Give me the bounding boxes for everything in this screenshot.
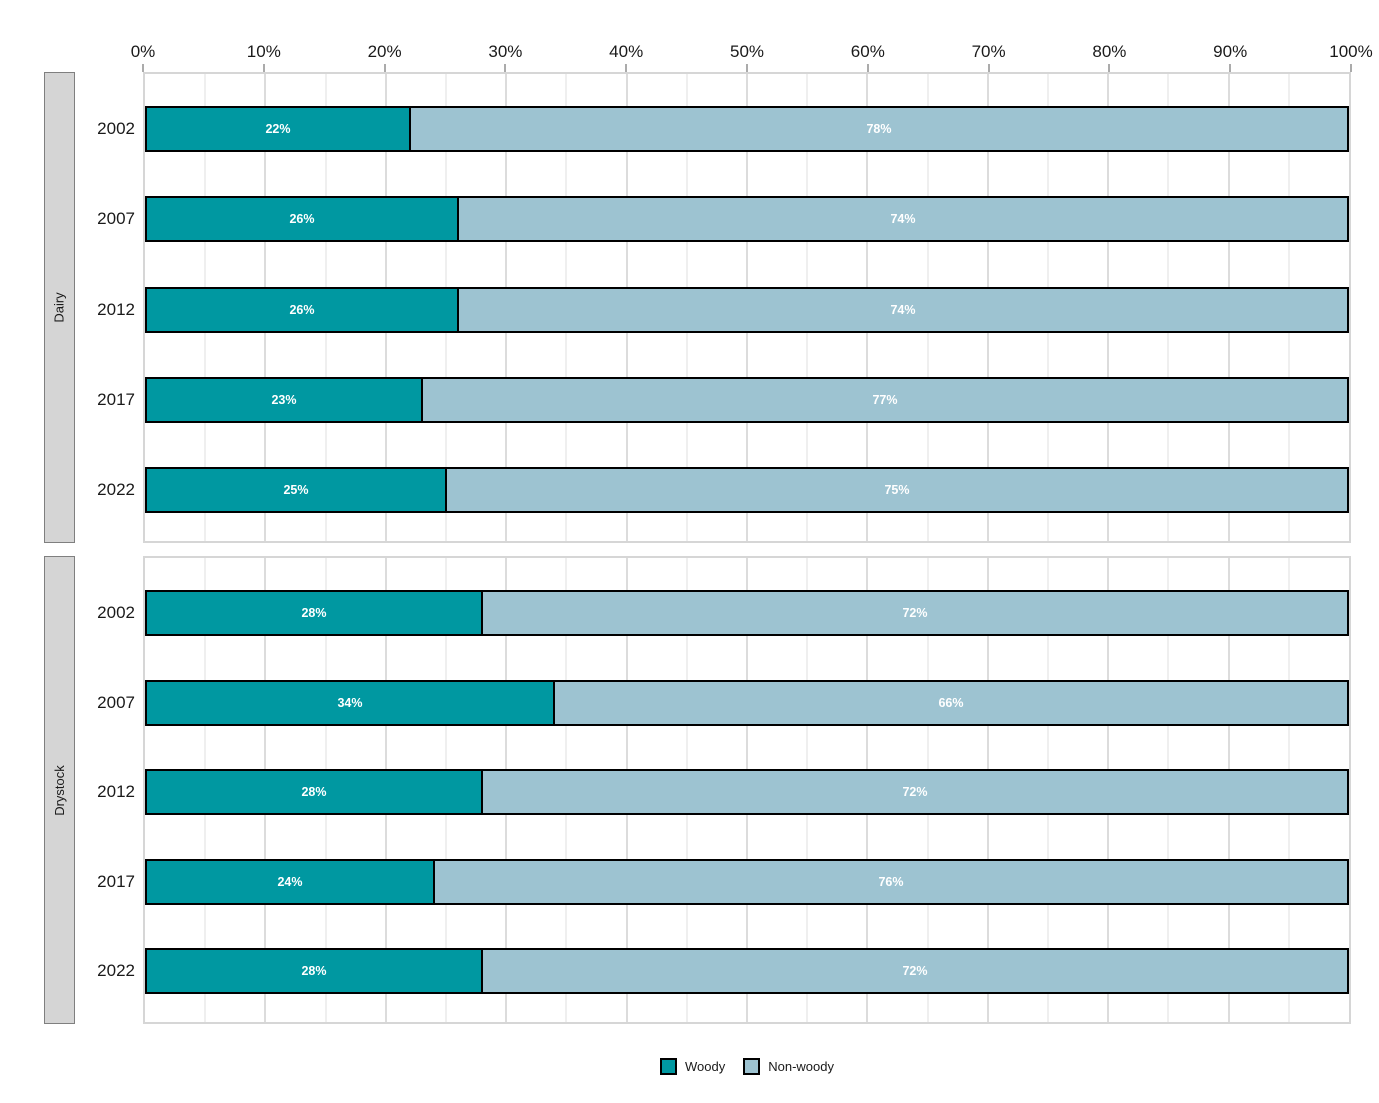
x-axis-tick-label: 80% bbox=[1092, 42, 1127, 61]
x-axis-tick-mark bbox=[383, 64, 386, 72]
segment-nonwoody: 72% bbox=[483, 950, 1347, 992]
facet-strip-dairy: Dairy bbox=[44, 72, 75, 543]
legend-swatch-icon bbox=[743, 1057, 761, 1075]
bar-drystock-2007: 34% 66% bbox=[145, 680, 1349, 726]
segment-nonwoody: 75% bbox=[447, 469, 1347, 511]
legend-item-woody: Woody bbox=[660, 1057, 726, 1075]
year-label: 2007 bbox=[97, 693, 135, 712]
segment-woody-label: 23% bbox=[271, 393, 297, 407]
segment-woody-label: 26% bbox=[289, 303, 315, 317]
bar-dairy-2007: 26% 74% bbox=[145, 196, 1349, 242]
segment-nonwoody-label: 77% bbox=[872, 393, 898, 407]
segment-nonwoody-label: 75% bbox=[884, 483, 910, 497]
segment-nonwoody-label: 72% bbox=[902, 606, 928, 620]
x-axis-tick-mark bbox=[1108, 64, 1111, 72]
bar-drystock-2022: 28% 72% bbox=[145, 948, 1349, 994]
segment-woody: 24% bbox=[147, 861, 435, 903]
legend: Woody Non-woody bbox=[143, 1050, 1351, 1082]
year-label: 2022 bbox=[97, 961, 135, 980]
facet-strip-drystock: Drystock bbox=[44, 556, 75, 1024]
segment-woody-label: 28% bbox=[301, 606, 327, 620]
segment-nonwoody-label: 74% bbox=[890, 212, 916, 226]
x-axis-tick-label: 70% bbox=[971, 42, 1006, 61]
segment-nonwoody: 72% bbox=[483, 592, 1347, 634]
segment-woody: 28% bbox=[147, 771, 483, 813]
year-label: 2002 bbox=[97, 119, 135, 138]
x-axis-tick-label: 100% bbox=[1329, 42, 1373, 61]
segment-woody-label: 24% bbox=[277, 875, 303, 889]
segment-nonwoody-label: 74% bbox=[890, 303, 916, 317]
x-axis-tick-label: 0% bbox=[130, 42, 156, 61]
x-axis-tick-mark bbox=[625, 64, 628, 72]
year-label: 2022 bbox=[97, 480, 135, 499]
segment-woody-label: 28% bbox=[301, 964, 327, 978]
segment-nonwoody: 76% bbox=[435, 861, 1347, 903]
year-label: 2012 bbox=[97, 782, 135, 801]
segment-nonwoody: 74% bbox=[459, 289, 1347, 331]
panel-dairy: 2002 22% 78% 2007 26% 74% 2012 26% 74% 2017 23% 77%… bbox=[97, 72, 1351, 543]
segment-nonwoody-label: 72% bbox=[902, 964, 928, 978]
bar-dairy-2002: 22% 78% bbox=[145, 106, 1349, 152]
segment-nonwoody: 77% bbox=[423, 379, 1347, 421]
segment-nonwoody: 78% bbox=[411, 108, 1347, 150]
segment-woody: 25% bbox=[147, 469, 447, 511]
bar-dairy-2022: 25% 75% bbox=[145, 467, 1349, 513]
segment-woody: 26% bbox=[147, 198, 459, 240]
segment-nonwoody-label: 66% bbox=[938, 696, 964, 710]
segment-woody-label: 25% bbox=[283, 483, 309, 497]
segment-woody: 26% bbox=[147, 289, 459, 331]
legend-item-non-woody: Non-woody bbox=[743, 1057, 834, 1075]
year-label: 2017 bbox=[97, 872, 135, 891]
x-axis: 0% 10% 20% 30% 40% 50% 60% 70% 80% 90% 100% bbox=[131, 42, 1373, 72]
segment-woody-label: 26% bbox=[289, 212, 315, 226]
year-label: 2017 bbox=[97, 390, 135, 409]
segment-woody-label: 22% bbox=[265, 122, 291, 136]
segment-nonwoody-label: 78% bbox=[866, 122, 892, 136]
legend-swatch-icon bbox=[660, 1057, 677, 1075]
legend-label: Non-woody bbox=[768, 1058, 834, 1074]
x-axis-tick-mark bbox=[142, 64, 144, 72]
year-label: 2007 bbox=[97, 209, 135, 228]
segment-woody: 23% bbox=[147, 379, 423, 421]
bar-dairy-2017: 23% 77% bbox=[145, 377, 1349, 423]
x-axis-tick-mark bbox=[866, 64, 869, 72]
segment-woody: 28% bbox=[147, 950, 483, 992]
x-axis-tick-label: 60% bbox=[850, 42, 885, 61]
x-axis-tick-label: 10% bbox=[246, 42, 281, 61]
panel-drystock: 2002 28% 72% 2007 34% 66% 2012 28% 72% 2017 24% 76%… bbox=[97, 556, 1351, 1024]
segment-woody: 22% bbox=[147, 108, 411, 150]
x-axis-tick-label: 50% bbox=[729, 42, 765, 61]
bar-drystock-2002: 28% 72% bbox=[145, 590, 1349, 636]
x-axis-tick-label: 90% bbox=[1213, 42, 1248, 61]
x-axis-tick-label: 20% bbox=[367, 42, 402, 61]
x-axis-tick-mark bbox=[746, 64, 748, 72]
year-label: 2012 bbox=[97, 300, 135, 319]
bar-dairy-2012: 26% 74% bbox=[145, 287, 1349, 333]
segment-woody: 34% bbox=[147, 682, 555, 724]
x-axis-tick-mark bbox=[1350, 64, 1352, 72]
x-axis-tick-label: 40% bbox=[609, 42, 644, 61]
segment-woody-label: 34% bbox=[337, 696, 363, 710]
segment-nonwoody: 72% bbox=[483, 771, 1347, 813]
x-axis-tick-label: 30% bbox=[488, 42, 523, 61]
segment-woody: 28% bbox=[147, 592, 483, 634]
x-axis-tick-mark bbox=[987, 64, 990, 72]
segment-nonwoody-label: 72% bbox=[902, 785, 928, 799]
segment-woody-label: 28% bbox=[301, 785, 327, 799]
bar-drystock-2012: 28% 72% bbox=[145, 769, 1349, 815]
year-label: 2002 bbox=[97, 603, 135, 622]
segment-nonwoody: 66% bbox=[555, 682, 1347, 724]
x-axis-tick-mark bbox=[262, 64, 265, 72]
x-axis-tick-mark bbox=[1229, 64, 1232, 72]
segment-nonwoody-label: 76% bbox=[878, 875, 904, 889]
x-axis-tick-mark bbox=[504, 64, 507, 72]
legend-label: Woody bbox=[685, 1058, 726, 1074]
bar-drystock-2017: 24% 76% bbox=[145, 859, 1349, 905]
segment-nonwoody: 74% bbox=[459, 198, 1347, 240]
